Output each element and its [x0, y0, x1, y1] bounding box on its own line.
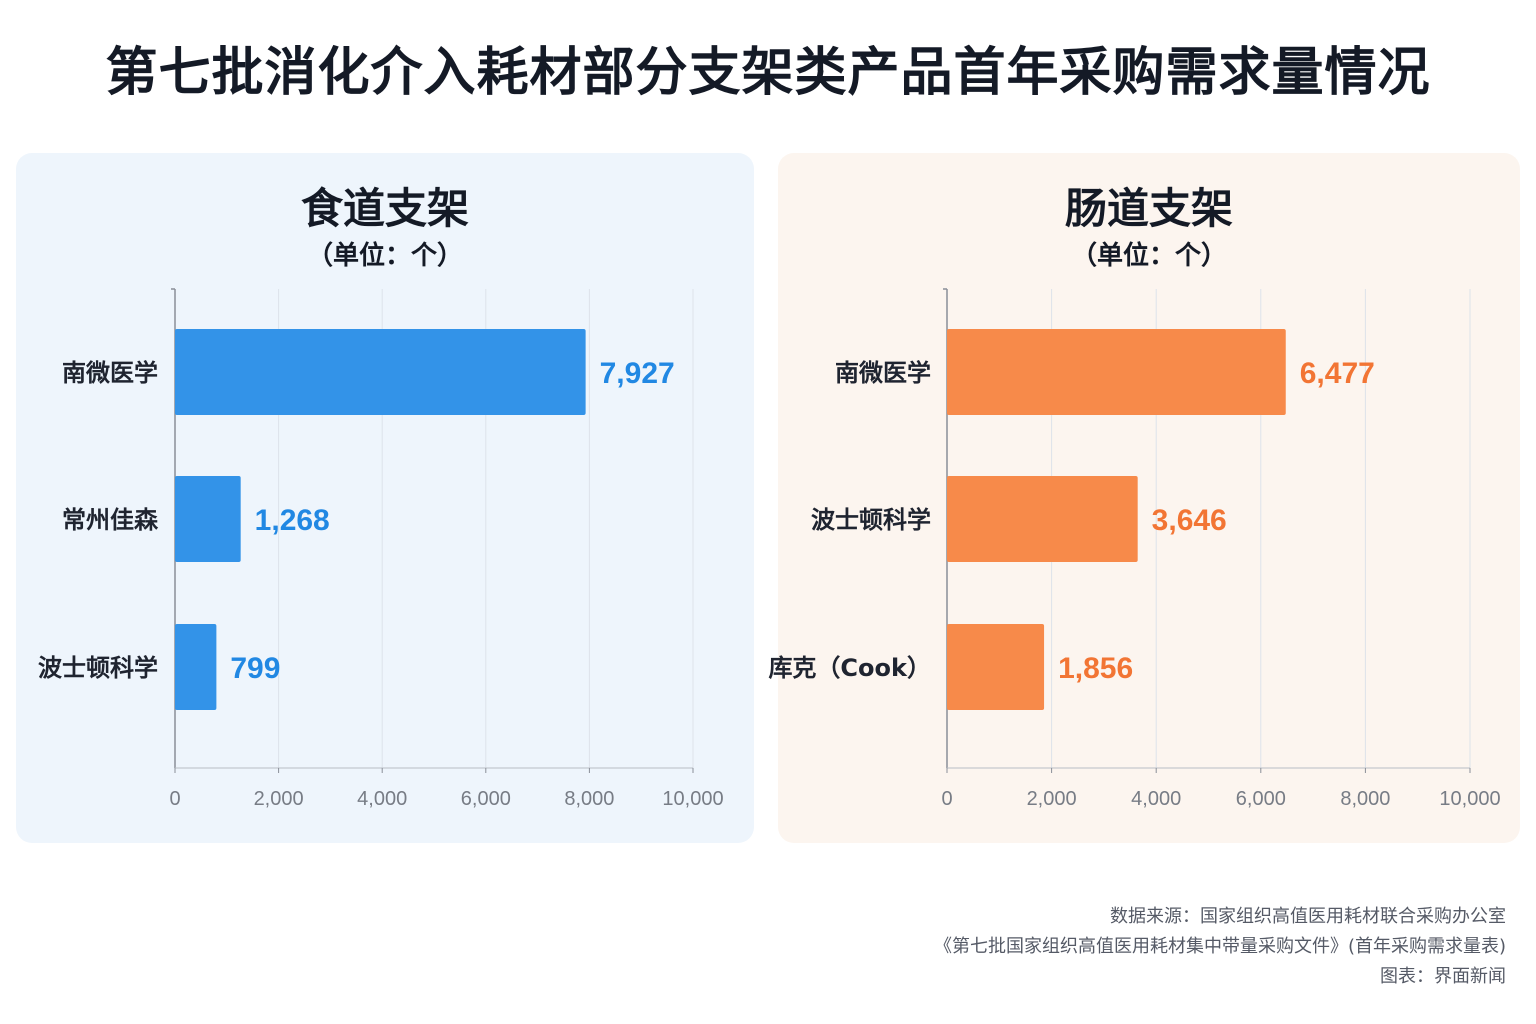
- bar: [947, 624, 1045, 710]
- x-tick-label: 10,000: [662, 788, 723, 810]
- value-label: 3,646: [1152, 504, 1227, 537]
- value-label: 799: [230, 652, 280, 685]
- value-label: 1,856: [1058, 652, 1133, 685]
- x-tick-label: 0: [941, 788, 952, 810]
- panel-title: 肠道支架: [1064, 184, 1233, 233]
- panel-unit: （单位：个）: [1070, 241, 1227, 271]
- value-label: 7,927: [600, 357, 675, 390]
- panel-title: 食道支架: [300, 184, 469, 233]
- esophageal-stent-panel: 食道支架 （单位：个） 0 2,000 4,000 6,000 8,000 10,000 南…: [16, 153, 754, 843]
- x-tick-label: 10,000: [1439, 788, 1500, 810]
- value-label: 1,268: [255, 504, 330, 537]
- category-label: 常州佳森: [62, 506, 159, 534]
- category-label: 波士顿科学: [38, 654, 158, 682]
- category-label: 南微医学: [62, 359, 158, 387]
- x-tick-label: 8,000: [1340, 788, 1390, 810]
- panel-unit: （单位：个）: [306, 241, 463, 271]
- source-document-line: 《第七批国家组织高值医用耗材集中带量采购文件》(首年采购需求量表): [933, 936, 1506, 957]
- intestinal-stent-panel: 肠道支架 （单位：个） 0 2,000 4,000 6,000 8,000 10,000 南…: [768, 153, 1520, 843]
- x-tick-label: 8,000: [564, 788, 614, 810]
- bar: [175, 624, 217, 710]
- x-tick-label: 2,000: [254, 788, 304, 810]
- x-tick-label: 4,000: [357, 788, 407, 810]
- x-tick-label: 0: [169, 788, 180, 810]
- chart-credit-line: 图表：界面新闻: [1380, 966, 1506, 987]
- x-tick-label: 6,000: [461, 788, 511, 810]
- bar: [947, 329, 1286, 415]
- x-tick-label: 4,000: [1131, 788, 1181, 810]
- value-label: 6,477: [1300, 357, 1375, 390]
- source-line: 数据来源：国家组织高值医用耗材联合采购办公室: [1110, 906, 1506, 927]
- bar: [175, 476, 241, 562]
- page-title: 第七批消化介入耗材部分支架类产品首年采购需求量情况: [105, 43, 1431, 103]
- bar: [947, 476, 1138, 562]
- bar: [175, 329, 586, 415]
- x-tick-label: 6,000: [1236, 788, 1286, 810]
- esophageal-stent-chart: 0 2,000 4,000 6,000 8,000 10,000 南微医学 7,927 常州佳森…: [38, 288, 724, 810]
- intestinal-stent-chart: 0 2,000 4,000 6,000 8,000 10,000 南微医学 6,477 波士顿科…: [768, 288, 1501, 810]
- category-label: 库克（Cook）: [768, 654, 931, 682]
- category-label: 波士顿科学: [811, 506, 931, 534]
- source-note: 数据来源：国家组织高值医用耗材联合采购办公室 《第七批国家组织高值医用耗材集中带…: [606, 902, 1506, 992]
- category-label: 南微医学: [835, 359, 931, 387]
- x-tick-label: 2,000: [1027, 788, 1077, 810]
